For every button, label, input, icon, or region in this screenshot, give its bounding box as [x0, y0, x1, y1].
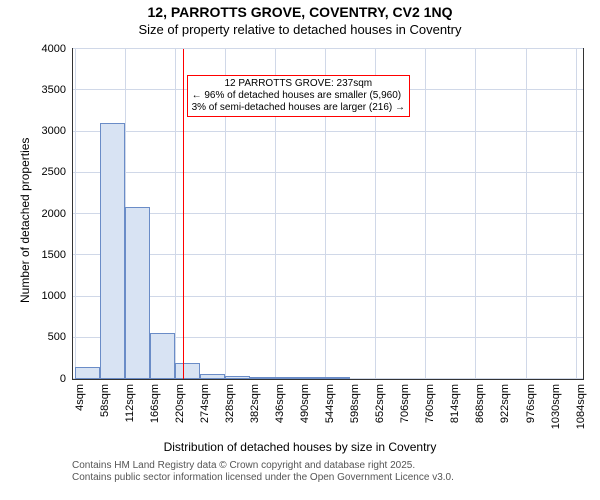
- plot-area: 12 PARROTTS GROVE: 237sqm← 96% of detach…: [72, 48, 584, 380]
- y-tick-label: 1000: [26, 290, 66, 302]
- histogram-bar: [150, 333, 175, 379]
- gridline: [73, 172, 583, 173]
- histogram-bar: [225, 376, 250, 379]
- attribution-text: Contains HM Land Registry data © Crown c…: [72, 460, 454, 484]
- histogram-bar: [325, 377, 350, 379]
- x-tick-label: 58sqm: [99, 384, 111, 434]
- annotation-line: 3% of semi-detached houses are larger (2…: [192, 102, 405, 114]
- gridline: [175, 49, 176, 379]
- histogram-bar: [75, 367, 100, 379]
- x-tick-label: 652sqm: [374, 384, 386, 434]
- gridline: [576, 49, 577, 379]
- attribution-line: Contains public sector information licen…: [72, 472, 454, 484]
- gridline: [526, 49, 527, 379]
- y-tick-label: 500: [26, 331, 66, 343]
- x-axis-label: Distribution of detached houses by size …: [0, 440, 600, 454]
- histogram-bar: [275, 377, 300, 379]
- chart-subtitle: Size of property relative to detached ho…: [0, 22, 600, 37]
- x-tick-label: 1084sqm: [575, 384, 587, 434]
- histogram-bar: [250, 377, 275, 379]
- annotation-line: ← 96% of detached houses are smaller (5,…: [192, 90, 405, 102]
- x-tick-label: 922sqm: [499, 384, 511, 434]
- y-tick-label: 2500: [26, 166, 66, 178]
- y-tick-label: 3000: [26, 125, 66, 137]
- y-tick-label: 4000: [26, 43, 66, 55]
- x-tick-label: 112sqm: [124, 384, 136, 434]
- x-tick-label: 4sqm: [74, 384, 86, 434]
- gridline: [73, 131, 583, 132]
- x-tick-label: 382sqm: [249, 384, 261, 434]
- histogram-bar: [200, 374, 225, 379]
- x-tick-label: 706sqm: [399, 384, 411, 434]
- x-tick-label: 868sqm: [474, 384, 486, 434]
- chart-container: 12, PARROTTS GROVE, COVENTRY, CV2 1NQ Si…: [0, 0, 600, 500]
- x-tick-label: 814sqm: [449, 384, 461, 434]
- y-axis-label: Number of detached properties: [18, 138, 32, 303]
- histogram-bar: [125, 207, 150, 379]
- annotation-box: 12 PARROTTS GROVE: 237sqm← 96% of detach…: [187, 75, 410, 117]
- histogram-bar: [300, 377, 325, 379]
- gridline: [75, 49, 76, 379]
- histogram-bar: [100, 123, 125, 379]
- x-tick-label: 1030sqm: [550, 384, 562, 434]
- annotation-line: 12 PARROTTS GROVE: 237sqm: [192, 78, 405, 90]
- y-tick-label: 0: [26, 373, 66, 385]
- x-tick-label: 274sqm: [199, 384, 211, 434]
- x-tick-label: 220sqm: [174, 384, 186, 434]
- attribution-line: Contains HM Land Registry data © Crown c…: [72, 460, 454, 472]
- y-tick-label: 1500: [26, 249, 66, 261]
- marker-line: [183, 49, 184, 379]
- gridline: [475, 49, 476, 379]
- chart-title: 12, PARROTTS GROVE, COVENTRY, CV2 1NQ: [0, 4, 600, 20]
- gridline: [73, 48, 583, 49]
- x-tick-label: 166sqm: [149, 384, 161, 434]
- x-tick-label: 436sqm: [274, 384, 286, 434]
- x-tick-label: 598sqm: [349, 384, 361, 434]
- x-tick-label: 976sqm: [525, 384, 537, 434]
- x-tick-label: 544sqm: [324, 384, 336, 434]
- y-tick-label: 2000: [26, 208, 66, 220]
- x-tick-label: 760sqm: [424, 384, 436, 434]
- y-tick-label: 3500: [26, 84, 66, 96]
- histogram-bar: [175, 363, 200, 379]
- x-tick-label: 490sqm: [299, 384, 311, 434]
- gridline: [425, 49, 426, 379]
- x-tick-label: 328sqm: [224, 384, 236, 434]
